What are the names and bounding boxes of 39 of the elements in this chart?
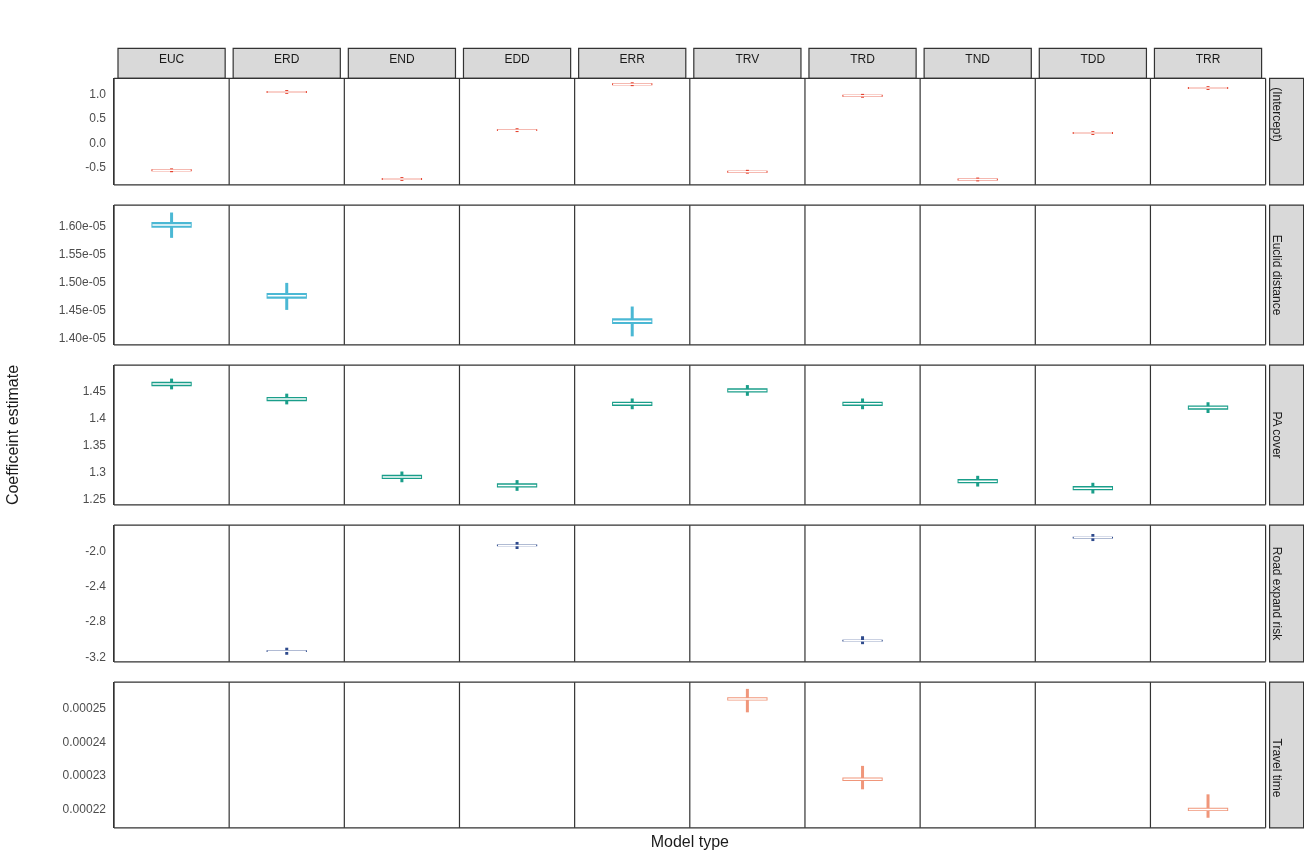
y-tick-label: 0.00023 xyxy=(62,768,107,783)
text: (Intercept) xyxy=(1270,87,1285,142)
y-tick-label: 1.45 xyxy=(82,384,107,399)
x-axis-title: Model type xyxy=(650,832,730,850)
x-tick-label: ERD xyxy=(274,51,300,66)
x-tick-label: TRV xyxy=(735,51,760,66)
y-tick-label: 1.40e-05 xyxy=(58,331,107,346)
y-tick-label: 0.0 xyxy=(89,135,107,150)
y-tick-label: 1.55e-05 xyxy=(58,247,107,262)
x-tick-label: TRD xyxy=(850,51,876,66)
y-tick-label: 1.35 xyxy=(82,438,107,453)
x-tick-label: EUC xyxy=(158,51,185,66)
y-tick-label: -2.4 xyxy=(85,579,107,594)
y-tick-label: -2.8 xyxy=(85,614,107,629)
x-tick-label: END xyxy=(389,51,415,66)
x-tick-label: TDD xyxy=(1080,51,1106,66)
y-tick-label: 0.5 xyxy=(89,111,107,126)
text: PA cover xyxy=(1270,411,1285,459)
y-tick-label: 1.3 xyxy=(89,464,107,479)
y-tick-label: 0.00022 xyxy=(62,801,107,816)
y-tick-label: 1.0 xyxy=(89,87,107,102)
y-tick-label: 1.25 xyxy=(82,491,107,506)
y-tick-label: -0.5 xyxy=(85,159,107,174)
text: Road expand risk xyxy=(1270,546,1285,642)
y-tick-label: 1.50e-05 xyxy=(58,275,107,290)
x-tick-label: TND xyxy=(965,51,991,66)
y-tick-label: 1.45e-05 xyxy=(58,303,107,318)
y-tick-label: -3.2 xyxy=(85,649,107,664)
x-tick-label: EDD xyxy=(504,51,531,66)
y-tick-label: 0.00025 xyxy=(62,701,107,716)
y-tick-label: 1.4 xyxy=(89,411,107,426)
y-tick-label: 0.00024 xyxy=(62,734,107,749)
x-tick-label: ERR xyxy=(619,51,646,66)
y-axis-title: Coefficeint estimate xyxy=(4,364,22,506)
y-tick-label: 1.60e-05 xyxy=(58,218,107,233)
text: Euclid distance xyxy=(1270,234,1285,316)
y-tick-label: -2.0 xyxy=(85,543,107,558)
text: Travel time xyxy=(1270,738,1285,798)
x-tick-label: TRR xyxy=(1195,51,1221,66)
